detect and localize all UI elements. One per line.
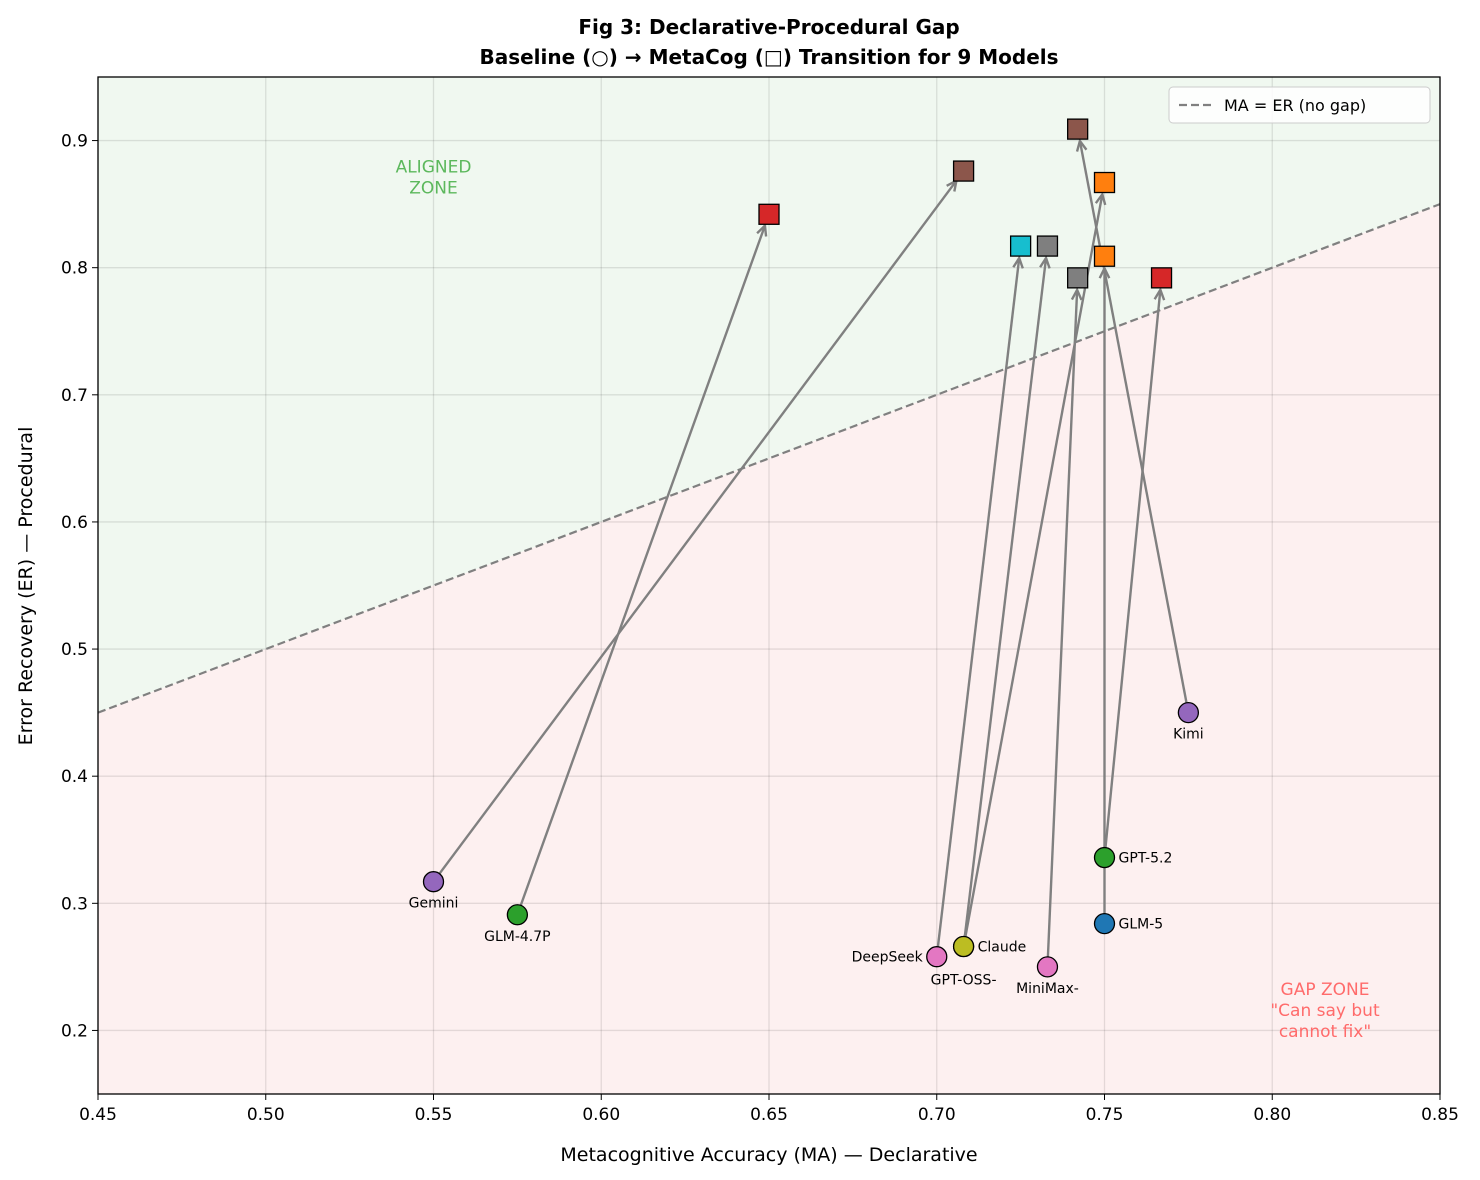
plot-frame <box>97 76 1441 1095</box>
transition-arrow <box>962 257 1048 947</box>
gap-zone-label: cannot fix" <box>1279 1022 1371 1042</box>
transition-arrow <box>516 225 767 916</box>
transition-arrow <box>962 194 1104 947</box>
baseline-circle-marker <box>1093 846 1116 869</box>
model-label: DeepSeek <box>852 950 924 966</box>
y-tick-label: 0.2 <box>61 1021 88 1041</box>
model-label: GLM-4.7P <box>484 929 551 945</box>
model-label: Claude <box>978 940 1027 956</box>
reference-line <box>98 203 1440 714</box>
aligned-zone-label: ZONE <box>409 178 458 198</box>
transition-arrow <box>1078 140 1190 713</box>
x-tick-label: 0.50 <box>247 1105 285 1125</box>
x-tick-label: 0.85 <box>1421 1105 1459 1125</box>
x-tick-label: 0.65 <box>750 1105 788 1125</box>
y-tick-label: 0.3 <box>61 894 88 914</box>
aligned-zone-fill <box>98 77 1440 713</box>
arrow-head <box>756 222 768 237</box>
x-tick-label: 0.75 <box>1086 1105 1124 1125</box>
transition-arrow <box>1103 289 1162 858</box>
metacog-square-marker <box>1150 267 1173 289</box>
y-tick-label: 0.5 <box>61 640 88 660</box>
transition-arrow <box>935 257 1021 957</box>
baseline-circle-marker <box>1093 913 1116 935</box>
model-label: GPT-5.2 <box>1119 851 1173 867</box>
y-axis-label: Error Recovery (ER) — Procedural <box>15 427 37 746</box>
x-tick-label: 0.45 <box>79 1105 117 1125</box>
arrow-head <box>1094 191 1107 206</box>
model-label: MiniMax- <box>1016 981 1079 997</box>
baseline-circle-marker <box>926 946 948 968</box>
baseline-circle-marker <box>422 871 445 893</box>
y-tick-label: 0.9 <box>61 132 88 152</box>
baseline-circle-marker <box>1177 701 1200 724</box>
gap-zone-label: GAP ZONE <box>1281 980 1370 1000</box>
x-axis-label: Metacognitive Accuracy (MA) — Declarativ… <box>560 1144 977 1166</box>
metacog-square-marker <box>758 203 780 225</box>
legend-label: MA = ER (no gap) <box>1224 96 1366 115</box>
model-label: Kimi <box>1173 727 1204 743</box>
aligned-zone-label: ALIGNED <box>396 157 472 177</box>
baseline-circle-marker <box>1036 956 1059 978</box>
baseline-circle-marker <box>506 904 529 926</box>
model-label: GPT-OSS- <box>931 973 997 989</box>
transition-arrow <box>432 179 958 883</box>
arrow-head <box>1012 255 1024 269</box>
baseline-circle-marker <box>952 935 975 958</box>
metacog-square-marker <box>952 160 975 182</box>
transition-arrow <box>1046 289 1079 967</box>
arrow-head <box>1039 255 1051 269</box>
x-tick-label: 0.80 <box>1253 1105 1291 1125</box>
y-tick-label: 0.6 <box>61 513 88 533</box>
model-label: Gemini <box>409 896 459 912</box>
y-tick-label: 0.4 <box>61 767 88 787</box>
arrow-head <box>1075 138 1088 152</box>
arrow-head <box>1070 287 1083 301</box>
chart-subtitle: Baseline (○) → MetaCog (□) Transition fo… <box>479 45 1058 69</box>
metacog-square-marker <box>1093 245 1116 267</box>
y-tick-label: 0.8 <box>61 259 88 279</box>
model-label: GLM-5 <box>1119 917 1164 933</box>
gap-zone-label: "Can say but <box>1270 1001 1380 1021</box>
x-tick-label: 0.70 <box>918 1105 956 1125</box>
legend: MA = ER (no gap) <box>1168 86 1431 124</box>
metacog-square-marker <box>1093 171 1116 194</box>
legend-box <box>1168 86 1431 124</box>
plot-area: 0.45 0.50 0.55 0.60 0.65 0.70 0.75 0.80 0.85 0.2 0… <box>61 76 1459 1125</box>
metacog-square-marker <box>1067 118 1089 140</box>
chart-title: Fig 3: Declarative-Procedural Gap <box>578 15 959 39</box>
x-tick-label: 0.60 <box>582 1105 620 1125</box>
x-tick-label: 0.55 <box>415 1105 453 1125</box>
metacog-square-marker <box>1009 235 1032 257</box>
metacog-square-marker <box>1036 235 1059 257</box>
metacog-square-marker <box>1067 267 1089 289</box>
y-tick-label: 0.7 <box>61 386 88 406</box>
arrow-head <box>1153 287 1166 301</box>
